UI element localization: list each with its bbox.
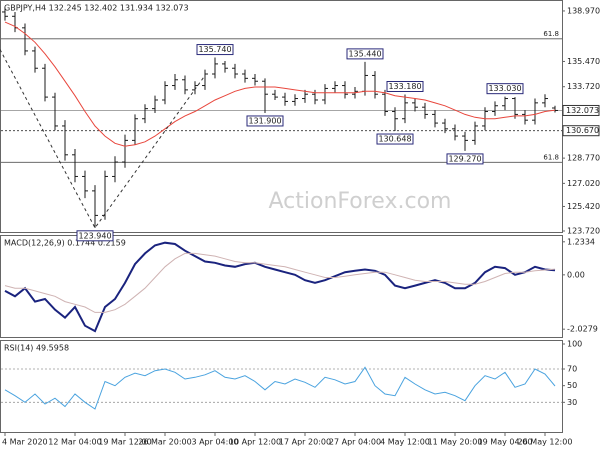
level-label: 61.8	[543, 30, 559, 38]
x-tick-label: 10 Apr 12:00	[229, 438, 281, 447]
chart-title: GBPJPY,H4 132.245 132.402 131.934 132.07…	[4, 4, 189, 13]
y-tick-label: 125.420	[567, 202, 600, 211]
level-label: 61.8	[543, 153, 559, 161]
x-tick-label: 27 Apr 04:00	[329, 438, 381, 447]
price-box	[562, 104, 600, 116]
y-tick-label: 100	[567, 340, 582, 349]
annotation-label: 130.648	[378, 135, 411, 144]
macd-title: MACD(12,26,9) 0.1744 0.2159	[4, 239, 126, 248]
annotation-label: 131.900	[248, 116, 281, 125]
x-tick-label: 26 May 12:00	[518, 438, 573, 447]
y-tick-label: 50	[567, 381, 577, 390]
annotation-box	[246, 115, 284, 127]
annotation-label: 129.270	[448, 154, 481, 163]
y-tick-label: 128.770	[567, 154, 600, 163]
annotation-label: 133.030	[488, 84, 521, 93]
annotation-box	[376, 133, 414, 145]
macd-panel	[0, 235, 563, 338]
x-tick-label: 19 May 04:00	[478, 438, 533, 447]
x-tick-label: 4 May 12:00	[380, 438, 430, 447]
line	[4, 252, 556, 313]
y-tick-label: 123.720	[567, 226, 600, 235]
x-tick-label: 3 Apr 04:00	[191, 438, 238, 447]
trendline	[0, 49, 206, 229]
watermark: ActionForex.com	[269, 189, 452, 214]
annotation-box	[446, 153, 484, 165]
x-tick-label: 26 Mar 20:00	[138, 438, 191, 447]
line	[4, 366, 556, 410]
rsi-panel	[0, 340, 563, 433]
y-tick-label: -2.0279	[567, 325, 598, 334]
line	[4, 241, 556, 333]
x-tick-label: 11 May 20:00	[428, 438, 483, 447]
rsi-title: RSI(14) 49.5958	[4, 344, 69, 353]
price-box-label: 132.073	[566, 106, 599, 115]
y-tick-label: 138.970	[567, 6, 600, 15]
annotation-label: 133.180	[388, 82, 421, 91]
y-tick-label: 70	[567, 365, 577, 374]
price-panel	[0, 0, 563, 233]
annotation-label: 135.440	[348, 49, 381, 58]
annotation-box	[346, 48, 384, 60]
annotation-box	[386, 80, 424, 92]
annotation-label: 135.740	[198, 45, 231, 54]
y-tick-label: 0.00	[567, 270, 585, 279]
x-tick-label: 17 Apr 20:00	[279, 438, 331, 447]
x-tick-label: 4 Mar 2020	[2, 438, 48, 447]
x-tick-label: 12 Mar 04:00	[48, 438, 101, 447]
annotation-box	[196, 44, 234, 56]
line	[4, 21, 556, 147]
y-tick-label: 127.020	[567, 179, 600, 188]
y-tick-label: 133.720	[567, 82, 600, 91]
x-tick-label: 19 Mar 12:00	[98, 438, 151, 447]
y-tick-label: 30	[567, 398, 577, 407]
annotation-label: 123.940	[78, 231, 111, 240]
price-box-label: 130.670	[566, 126, 599, 135]
price-box	[562, 125, 600, 137]
y-tick-label: 135.470	[567, 57, 600, 66]
annotation-box	[76, 230, 114, 242]
annotation-box	[486, 83, 524, 95]
y-tick-label: 1.2334	[567, 237, 595, 246]
